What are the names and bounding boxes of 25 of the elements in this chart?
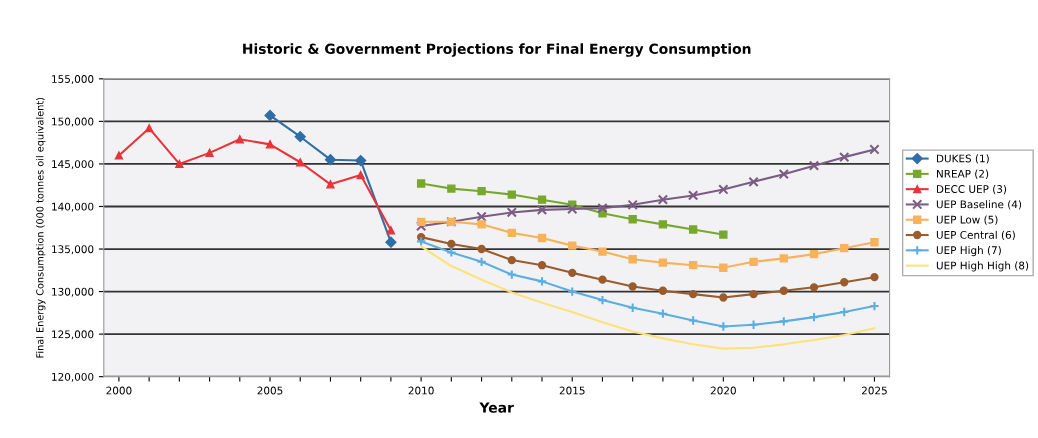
y-tick-label: 150,000 — [52, 117, 94, 127]
y-tick-label: 155,000 — [52, 75, 94, 85]
legend-label: DECC UEP (3) — [936, 184, 1007, 195]
x-tick-label: 2025 — [861, 386, 887, 395]
x-tick-label: 2020 — [710, 386, 736, 395]
legend-label: NREAP (2) — [936, 169, 989, 179]
y-tick-label: 130,000 — [52, 287, 94, 297]
x-tick-label: 2010 — [408, 386, 434, 395]
y-tick-label: 120,000 — [52, 372, 94, 382]
y-axis-title: Final Energy Consumption (000 tonnes oil equivalent) — [36, 97, 46, 358]
x-tick-label: 2005 — [257, 386, 283, 395]
y-tick-label: 140,000 — [52, 202, 94, 212]
x-tick-label: 2015 — [559, 386, 585, 395]
legend-label: UEP Central (6) — [936, 230, 1015, 241]
x-axis-title: Year — [479, 402, 514, 413]
legend-label: DUKES (1) — [936, 154, 989, 164]
x-tick-label: 2000 — [106, 386, 132, 395]
y-tick-label: 135,000 — [52, 245, 94, 255]
legend-label: UEP Low (5) — [936, 215, 998, 225]
legend-label: UEP Baseline (4) — [936, 200, 1022, 210]
y-tick-label: 145,000 — [52, 160, 94, 170]
chart-title: Historic & Government Projections for Final Energy Consumption — [243, 43, 751, 57]
legend-label: UEP High High (8) — [936, 261, 1029, 272]
legend-label: UEP High (7) — [936, 246, 1001, 257]
y-tick-label: 125,000 — [52, 330, 94, 340]
